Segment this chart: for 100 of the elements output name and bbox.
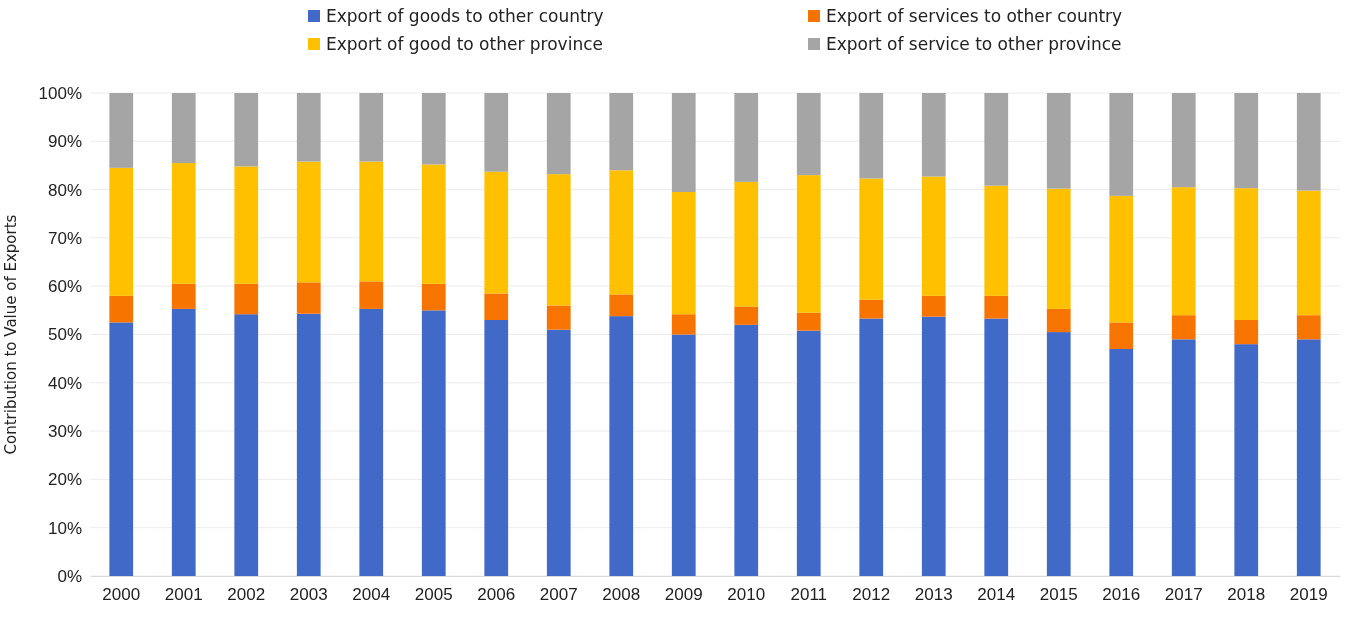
bar xyxy=(734,93,759,182)
bar xyxy=(1171,315,1196,340)
x-tick-label: 2009 xyxy=(664,585,703,605)
x-tick-label: 2000 xyxy=(102,585,141,605)
y-tick-label: 100% xyxy=(38,83,82,103)
legend-label: Export of services to other country xyxy=(826,5,1123,26)
bar xyxy=(1046,93,1071,189)
bar xyxy=(359,93,384,162)
bar xyxy=(1046,332,1071,576)
x-tick-label: 2010 xyxy=(727,585,766,605)
bar xyxy=(984,185,1009,296)
bar xyxy=(609,170,634,295)
bar xyxy=(1234,320,1259,345)
y-tick-label: 0% xyxy=(57,566,82,586)
y-tick-label: 10% xyxy=(47,518,82,538)
bar xyxy=(921,93,946,177)
bar xyxy=(1296,93,1321,191)
bar xyxy=(1109,195,1134,323)
x-tick-label: 2017 xyxy=(1164,585,1203,605)
y-axis-title: Contribution to Value of Exports xyxy=(2,214,20,455)
bar xyxy=(859,93,884,179)
bar xyxy=(734,306,759,325)
bar xyxy=(546,93,571,175)
bar xyxy=(484,171,509,294)
bar xyxy=(921,176,946,296)
x-tick-label: 2018 xyxy=(1227,585,1266,605)
bar xyxy=(421,164,446,284)
bar xyxy=(1046,308,1071,333)
bar xyxy=(796,312,821,331)
bar xyxy=(984,318,1009,576)
bar xyxy=(171,163,196,284)
x-tick-label: 2007 xyxy=(539,585,578,605)
x-tick-label: 2001 xyxy=(164,585,203,605)
bar xyxy=(796,330,821,576)
bar xyxy=(609,316,634,576)
bar xyxy=(734,181,759,307)
bar xyxy=(484,320,509,576)
bar xyxy=(359,308,384,576)
y-tick-label: 40% xyxy=(47,373,82,393)
x-tick-label: 2002 xyxy=(227,585,266,605)
y-tick-label: 30% xyxy=(47,422,82,442)
bar xyxy=(921,316,946,576)
bar xyxy=(671,93,696,193)
y-tick-label: 50% xyxy=(47,325,82,345)
bar xyxy=(421,93,446,165)
bar xyxy=(796,175,821,313)
bar xyxy=(546,329,571,576)
x-tick-label: 2003 xyxy=(289,585,328,605)
bar xyxy=(359,161,384,282)
bar xyxy=(859,318,884,576)
x-tick-label: 2005 xyxy=(414,585,453,605)
bar xyxy=(1234,93,1259,189)
bar xyxy=(359,281,384,309)
x-tick-label: 2013 xyxy=(914,585,953,605)
bar xyxy=(421,310,446,576)
bar xyxy=(234,283,259,315)
bar xyxy=(671,334,696,576)
y-tick-label: 60% xyxy=(47,277,82,297)
x-tick-label: 2006 xyxy=(477,585,516,605)
bar xyxy=(859,299,884,319)
bar xyxy=(1296,190,1321,316)
bar xyxy=(296,161,321,283)
legend-label: Export of service to other province xyxy=(826,33,1122,54)
bar xyxy=(546,305,571,330)
bar xyxy=(296,282,321,314)
bar xyxy=(859,178,884,300)
bar xyxy=(1296,339,1321,576)
y-tick-label: 80% xyxy=(47,180,82,200)
bar xyxy=(671,192,696,315)
bar xyxy=(109,322,134,576)
x-tick-label: 2015 xyxy=(1039,585,1078,605)
x-tick-label: 2014 xyxy=(977,585,1016,605)
bar xyxy=(484,93,509,172)
x-tick-label: 2016 xyxy=(1102,585,1141,605)
bar xyxy=(921,295,946,317)
bar xyxy=(1171,187,1196,316)
x-tick-label: 2019 xyxy=(1289,585,1328,605)
bar xyxy=(109,167,134,296)
bar xyxy=(1171,93,1196,188)
bar xyxy=(984,93,1009,186)
bar xyxy=(484,293,509,321)
x-tick-label: 2012 xyxy=(852,585,891,605)
bar xyxy=(1109,322,1134,349)
bar xyxy=(609,93,634,171)
bar xyxy=(171,308,196,576)
bar xyxy=(234,166,259,284)
x-tick-label: 2008 xyxy=(602,585,641,605)
bar xyxy=(171,283,196,309)
y-tick-label: 70% xyxy=(47,228,82,248)
bar xyxy=(234,314,259,576)
bar xyxy=(1046,188,1071,309)
bar xyxy=(984,295,1009,319)
bar xyxy=(1109,348,1134,576)
legend-label: Export of good to other province xyxy=(326,33,603,54)
bar xyxy=(109,295,134,323)
x-tick-label: 2011 xyxy=(790,585,828,605)
bar xyxy=(734,324,759,576)
bar xyxy=(1234,344,1259,576)
bar xyxy=(796,93,821,176)
bar xyxy=(609,294,634,317)
